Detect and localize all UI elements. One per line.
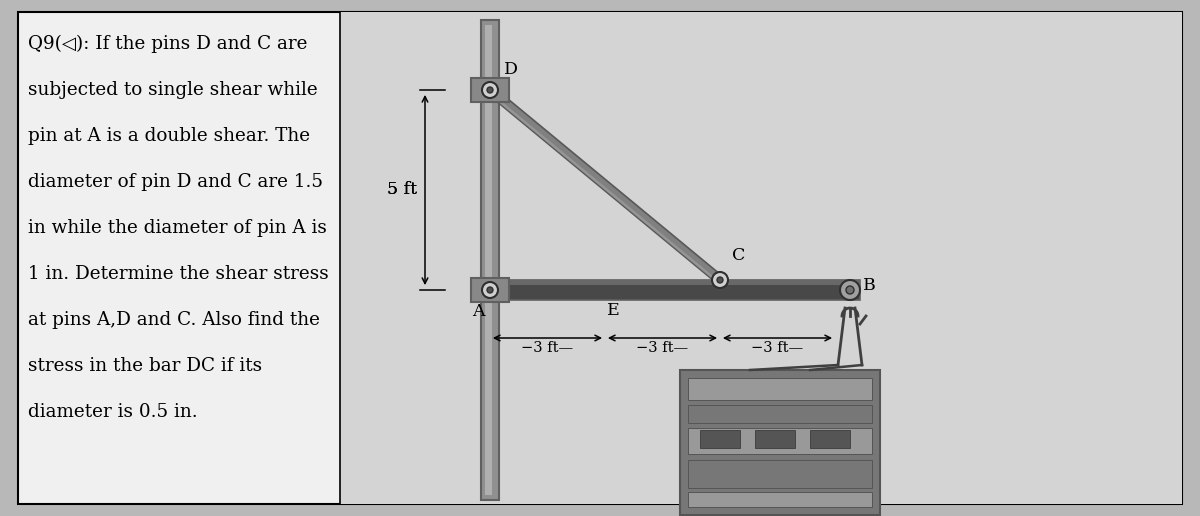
Text: A: A <box>473 303 485 320</box>
Bar <box>688 378 872 400</box>
Text: diameter is 0.5 in.: diameter is 0.5 in. <box>28 403 198 421</box>
Bar <box>340 12 1182 504</box>
Bar <box>688 492 872 507</box>
Bar <box>470 78 509 102</box>
Text: Q9(◁): If the pins D and C are: Q9(◁): If the pins D and C are <box>28 35 307 53</box>
Text: D: D <box>504 61 518 78</box>
Circle shape <box>482 282 498 298</box>
Text: 1 in. Determine the shear stress: 1 in. Determine the shear stress <box>28 265 329 283</box>
Bar <box>485 280 860 285</box>
Polygon shape <box>487 91 719 283</box>
Text: stress in the bar DC if its: stress in the bar DC if its <box>28 357 262 375</box>
Text: −3 ft—: −3 ft— <box>751 341 804 355</box>
Text: diameter of pin D and C are 1.5: diameter of pin D and C are 1.5 <box>28 173 323 191</box>
Text: pin at A is a double shear. The: pin at A is a double shear. The <box>28 127 310 145</box>
Text: 5 ft: 5 ft <box>386 182 418 199</box>
Bar <box>481 20 499 500</box>
Text: C: C <box>732 247 745 264</box>
Bar <box>680 370 880 515</box>
Text: 5 ft: 5 ft <box>386 182 418 199</box>
Circle shape <box>846 286 854 294</box>
Bar <box>810 430 850 448</box>
Polygon shape <box>487 87 722 283</box>
Bar <box>700 430 740 448</box>
Text: E: E <box>607 302 619 319</box>
Text: subjected to single shear while: subjected to single shear while <box>28 81 318 99</box>
Circle shape <box>487 87 493 93</box>
Bar <box>755 430 796 448</box>
Bar <box>688 428 872 454</box>
Text: at pins A,D and C. Also find the: at pins A,D and C. Also find the <box>28 311 320 329</box>
Bar <box>470 278 509 302</box>
Circle shape <box>712 272 728 288</box>
Bar <box>485 25 492 495</box>
Circle shape <box>840 280 860 300</box>
Circle shape <box>482 82 498 98</box>
Text: −3 ft—: −3 ft— <box>636 341 689 355</box>
Text: in while the diameter of pin A is: in while the diameter of pin A is <box>28 219 326 237</box>
Bar <box>688 405 872 423</box>
Bar <box>688 460 872 488</box>
Circle shape <box>718 277 722 283</box>
Bar <box>485 280 860 300</box>
Text: B: B <box>863 278 876 295</box>
Text: −3 ft—: −3 ft— <box>522 341 574 355</box>
Circle shape <box>487 287 493 293</box>
